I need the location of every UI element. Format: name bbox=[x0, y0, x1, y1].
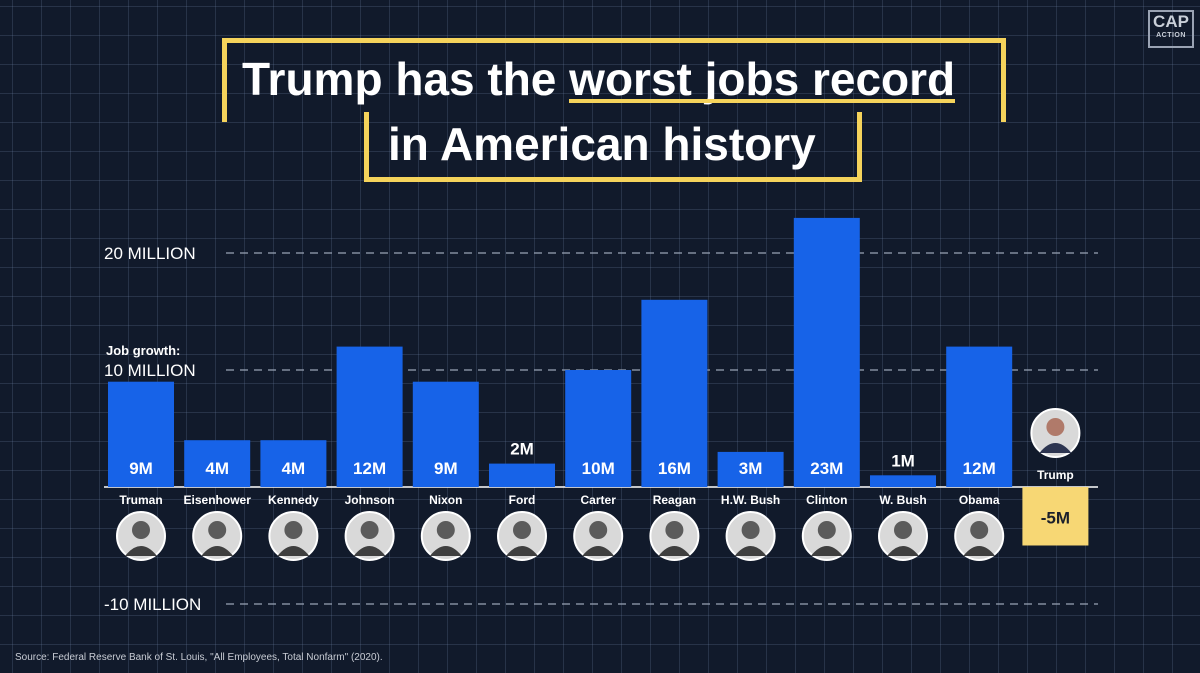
data-label: 1M bbox=[891, 451, 915, 470]
portrait-shoulders bbox=[277, 546, 310, 556]
title-border-bottom bbox=[364, 112, 862, 182]
title-border-top bbox=[222, 38, 1006, 122]
category-label: Obama bbox=[959, 493, 1000, 507]
data-label: 9M bbox=[434, 459, 458, 478]
portrait-head bbox=[970, 521, 989, 539]
bar-ford bbox=[489, 463, 555, 487]
portrait-shoulders bbox=[1039, 443, 1072, 453]
portrait-shoulders bbox=[887, 546, 919, 556]
portrait-shoulders bbox=[353, 546, 386, 556]
category-label: W. Bush bbox=[879, 493, 926, 507]
bar-carter bbox=[565, 370, 632, 487]
data-label: 23M bbox=[810, 459, 843, 478]
portrait-head bbox=[894, 521, 912, 539]
bar-kennedy bbox=[260, 440, 327, 487]
data-label: 4M bbox=[282, 459, 306, 478]
data-label: 12M bbox=[963, 459, 996, 478]
bar-johnson bbox=[336, 346, 403, 487]
portrait-shoulders bbox=[734, 546, 767, 556]
data-label: 4M bbox=[205, 459, 229, 478]
portrait-head bbox=[741, 521, 760, 539]
cap-action-logo: CAP ACTION bbox=[1148, 10, 1194, 48]
y-axis-label: Job growth: bbox=[106, 343, 180, 358]
portrait-head bbox=[284, 521, 303, 539]
bar-eisenhower bbox=[184, 440, 251, 487]
data-label: 12M bbox=[353, 459, 386, 478]
data-label: 16M bbox=[658, 459, 691, 478]
title-prefix: Trump has the bbox=[242, 53, 570, 105]
portrait-head bbox=[132, 521, 150, 539]
category-label: Kennedy bbox=[268, 493, 319, 507]
bar-obama bbox=[946, 346, 1013, 487]
category-label: Carter bbox=[581, 493, 617, 507]
bar-nixon bbox=[412, 381, 479, 487]
bar-truman bbox=[108, 381, 174, 487]
category-label: Eisenhower bbox=[184, 493, 252, 507]
y-tick-label: -10 MILLION bbox=[104, 595, 201, 614]
portrait-head bbox=[817, 521, 836, 539]
bar-reagan bbox=[641, 299, 708, 487]
category-label: Nixon bbox=[429, 493, 462, 507]
portrait-head bbox=[208, 521, 227, 539]
data-label: 3M bbox=[739, 459, 763, 478]
category-label: H.W. Bush bbox=[721, 493, 780, 507]
title-highlight: worst jobs record bbox=[569, 53, 956, 105]
y-tick-label: 10 MILLION bbox=[104, 361, 196, 380]
data-label: 10M bbox=[582, 459, 615, 478]
bar-clinton bbox=[793, 217, 860, 487]
portrait-shoulders bbox=[201, 546, 234, 556]
chart-title-line2: in American history bbox=[388, 118, 816, 170]
category-label: Reagan bbox=[653, 493, 696, 507]
portrait-head bbox=[436, 521, 455, 539]
category-label: Trump bbox=[1037, 468, 1074, 482]
portrait-shoulders bbox=[810, 546, 843, 556]
chart-title-line1: Trump has the worst jobs record bbox=[242, 52, 955, 106]
portrait-head bbox=[589, 521, 608, 539]
portrait-head bbox=[665, 521, 684, 539]
portrait-head bbox=[360, 521, 379, 539]
data-label: -5M bbox=[1041, 508, 1070, 527]
category-label: Ford bbox=[509, 493, 536, 507]
bar-trump bbox=[1022, 487, 1089, 546]
bar-w-bush bbox=[870, 475, 936, 487]
source-note: Source: Federal Reserve Bank of St. Loui… bbox=[15, 652, 383, 663]
category-label: Clinton bbox=[806, 493, 847, 507]
portrait-shoulders bbox=[125, 546, 157, 556]
portrait-shoulders bbox=[582, 546, 615, 556]
data-label: 2M bbox=[510, 440, 534, 459]
portrait-head bbox=[1046, 418, 1065, 436]
logo-top: CAP bbox=[1153, 12, 1189, 31]
portrait-head bbox=[513, 521, 531, 539]
portrait-shoulders bbox=[658, 546, 691, 556]
data-label: 9M bbox=[129, 459, 153, 478]
bar-h-w-bush bbox=[717, 451, 784, 487]
category-label: Johnson bbox=[345, 493, 395, 507]
portrait-shoulders bbox=[506, 546, 538, 556]
portrait-shoulders bbox=[429, 546, 462, 556]
category-label: Truman bbox=[119, 493, 162, 507]
logo-bottom: ACTION bbox=[1156, 32, 1186, 39]
y-tick-label: 20 MILLION bbox=[104, 244, 196, 263]
portrait-shoulders bbox=[963, 546, 996, 556]
